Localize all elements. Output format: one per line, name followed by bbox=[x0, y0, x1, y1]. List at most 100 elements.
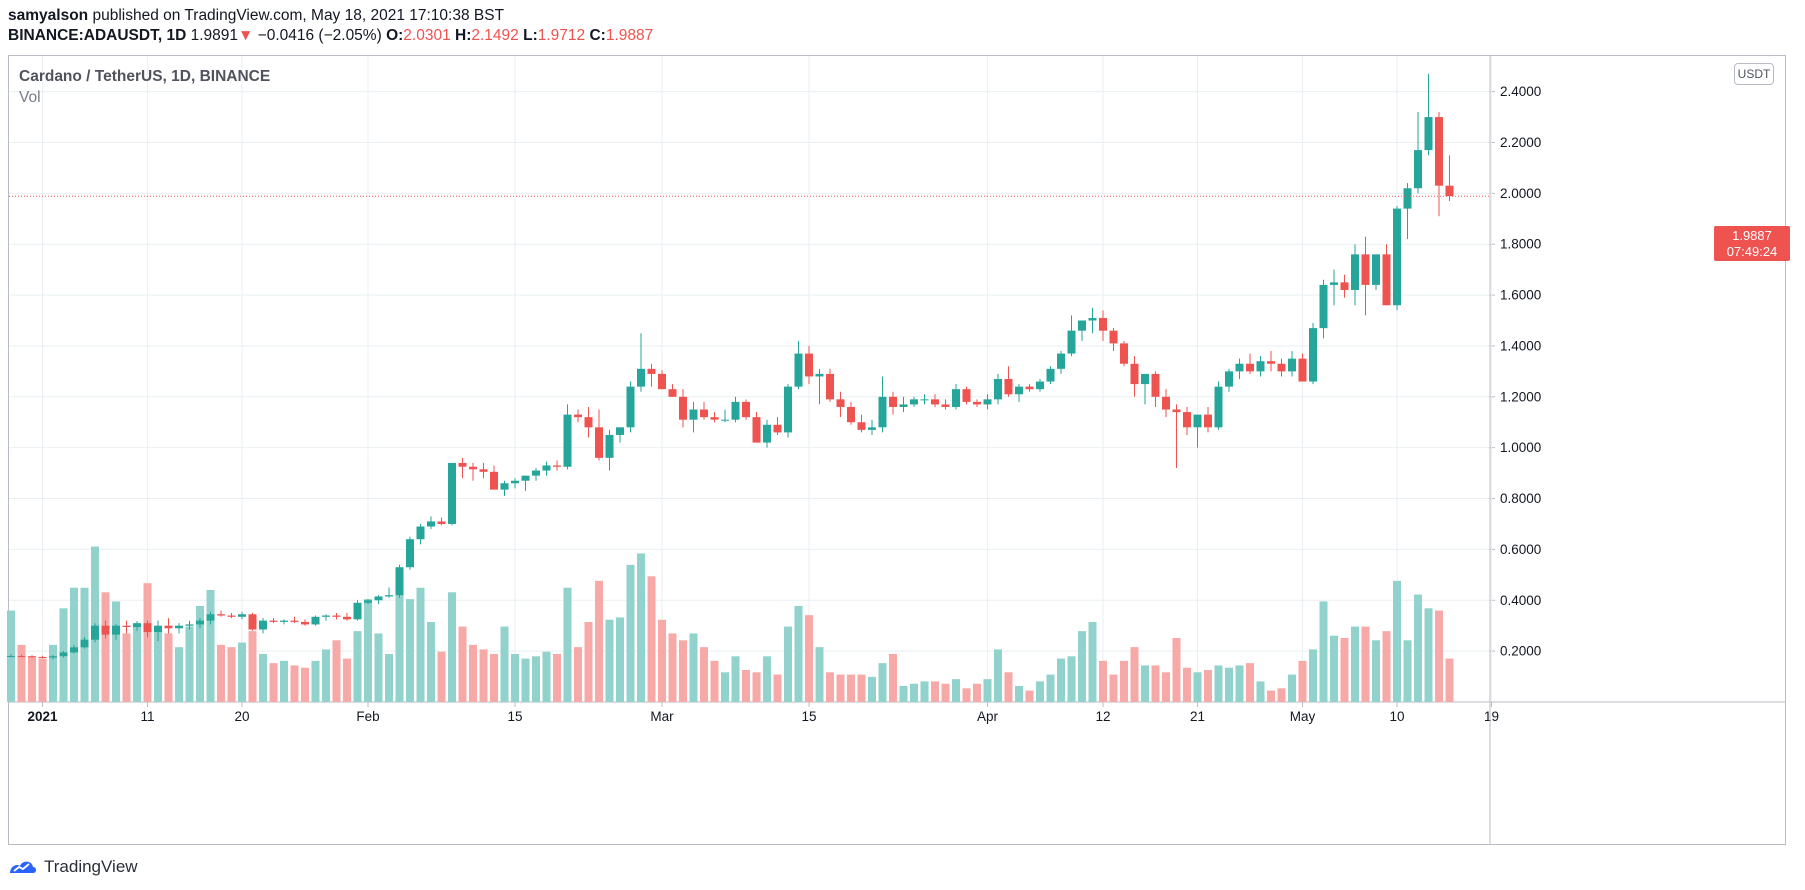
candle-body bbox=[448, 462, 456, 524]
candle-body bbox=[1372, 254, 1380, 285]
y-tick-label: 0.2000 bbox=[1500, 644, 1541, 659]
candle-body bbox=[196, 620, 204, 625]
volume-bar bbox=[1361, 626, 1370, 702]
volume-bar bbox=[668, 633, 677, 702]
volume-bar bbox=[122, 633, 131, 702]
volume-bar bbox=[773, 674, 782, 702]
tradingview-logo-icon bbox=[10, 861, 36, 873]
candle-body bbox=[910, 399, 918, 405]
candle-body bbox=[479, 469, 488, 472]
volume-bar bbox=[238, 642, 246, 702]
candle-body bbox=[710, 417, 719, 420]
candle-body bbox=[259, 620, 267, 630]
volume-bar bbox=[490, 654, 498, 702]
volume-bar bbox=[1214, 665, 1223, 702]
candle-body bbox=[1141, 373, 1149, 385]
candle-body bbox=[1036, 381, 1044, 390]
volume-bar bbox=[784, 626, 792, 702]
open-label: O: bbox=[386, 27, 404, 44]
candle-body bbox=[1183, 412, 1191, 428]
candle-body bbox=[206, 614, 215, 621]
volume-bar bbox=[931, 681, 939, 702]
volume-bar bbox=[206, 590, 215, 702]
ohlc-line: BINANCE:ADAUSDT, 1D 1.9891▼ −0.0416 (−2.… bbox=[8, 26, 653, 46]
legend-volume-label[interactable]: Vol bbox=[19, 89, 41, 106]
candle-body bbox=[742, 401, 750, 418]
volume-bar bbox=[1036, 681, 1044, 702]
volume-bar bbox=[1015, 686, 1023, 702]
candle-body bbox=[7, 655, 15, 657]
legend-title[interactable]: Cardano / TetherUS, 1D, BINANCE bbox=[19, 68, 271, 85]
volume-bar bbox=[889, 654, 897, 702]
bar-countdown: 07:49:24 bbox=[1726, 244, 1778, 259]
candle-body bbox=[763, 424, 771, 443]
candle-body bbox=[395, 567, 404, 596]
candle-body bbox=[1340, 282, 1349, 290]
volume-bar bbox=[826, 672, 834, 702]
candle-body bbox=[1025, 386, 1034, 390]
candle-body bbox=[1393, 208, 1401, 306]
volume-bar bbox=[479, 649, 488, 702]
candle-body bbox=[91, 625, 99, 640]
candle-body bbox=[469, 466, 477, 470]
candle-body bbox=[931, 399, 939, 405]
volume-bar bbox=[1235, 665, 1244, 702]
volume-bar bbox=[1057, 658, 1065, 702]
publish-line: samyalson published on TradingView.com, … bbox=[8, 6, 653, 26]
candle-body bbox=[1109, 330, 1118, 344]
x-tick-label: 11 bbox=[140, 709, 154, 724]
candle-body bbox=[532, 470, 540, 476]
volume-bar bbox=[1141, 665, 1149, 702]
candle-body bbox=[185, 624, 194, 626]
candle-body bbox=[805, 353, 813, 377]
volume-bar bbox=[1403, 640, 1412, 702]
currency-unit-button[interactable]: USDT bbox=[1734, 63, 1774, 85]
candle-body bbox=[721, 419, 729, 421]
volume-bar bbox=[1256, 681, 1265, 702]
volume-bar bbox=[836, 674, 845, 702]
low-label: L: bbox=[523, 27, 538, 44]
volume-bar bbox=[1372, 640, 1380, 702]
volume-bar bbox=[143, 583, 152, 702]
candle-body bbox=[773, 424, 782, 433]
candle-body bbox=[238, 614, 246, 617]
candle-body bbox=[1256, 361, 1265, 372]
candle-body bbox=[1004, 379, 1013, 395]
volume-bar bbox=[164, 633, 173, 702]
volume-bar bbox=[1351, 626, 1359, 702]
candle-body bbox=[458, 462, 467, 467]
candle-body bbox=[700, 409, 708, 418]
candle-body bbox=[889, 396, 897, 407]
y-tick-label: 1.2000 bbox=[1500, 389, 1541, 404]
candle-body bbox=[301, 621, 309, 625]
volume-bar bbox=[1309, 649, 1317, 702]
volume-bar bbox=[175, 647, 183, 702]
candle-body bbox=[80, 639, 89, 648]
candle-body bbox=[332, 615, 341, 617]
x-tick-label: 2021 bbox=[27, 709, 58, 724]
high-value: 2.1492 bbox=[471, 27, 519, 44]
candle-body bbox=[994, 379, 1002, 400]
volume-bar bbox=[752, 672, 761, 702]
candle-body bbox=[1309, 328, 1317, 382]
volume-bar bbox=[17, 644, 26, 702]
candle-body bbox=[1382, 254, 1391, 306]
volume-bar bbox=[154, 626, 162, 702]
candle-body bbox=[374, 596, 383, 601]
candle-body bbox=[1204, 414, 1212, 428]
candle-body bbox=[1414, 150, 1422, 189]
candle-body bbox=[1214, 386, 1223, 428]
candle-body bbox=[427, 521, 435, 527]
tradingview-brand[interactable]: TradingView bbox=[44, 857, 138, 876]
candle-body bbox=[542, 465, 551, 471]
candle-body bbox=[353, 602, 362, 620]
chart-frame[interactable] bbox=[8, 55, 1786, 845]
volume-bar bbox=[805, 615, 813, 702]
volume-bar bbox=[1204, 670, 1212, 702]
volume-bar bbox=[647, 576, 656, 702]
author-name[interactable]: samyalson bbox=[8, 7, 89, 24]
candle-body bbox=[1130, 363, 1139, 385]
volume-bar bbox=[794, 606, 803, 702]
close-value: 1.9887 bbox=[605, 27, 654, 44]
